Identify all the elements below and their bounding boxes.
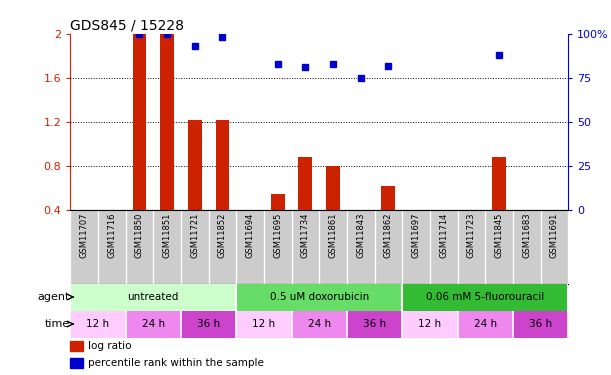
Bar: [381, 186, 395, 210]
Text: GSM11734: GSM11734: [301, 213, 310, 258]
Bar: [513, 310, 568, 338]
Text: GSM11851: GSM11851: [163, 213, 172, 258]
Text: time: time: [45, 319, 70, 329]
Bar: [326, 166, 340, 210]
Text: 24 h: 24 h: [142, 319, 165, 329]
Text: GSM11723: GSM11723: [467, 213, 476, 258]
Bar: [347, 310, 402, 338]
Bar: [70, 341, 82, 351]
Text: GSM11862: GSM11862: [384, 213, 393, 258]
Bar: [236, 284, 402, 310]
Bar: [70, 310, 126, 338]
Bar: [160, 34, 174, 210]
Text: GDS845 / 15228: GDS845 / 15228: [70, 19, 185, 33]
Bar: [181, 310, 236, 338]
Text: GSM11697: GSM11697: [412, 213, 420, 258]
Text: 24 h: 24 h: [308, 319, 331, 329]
Bar: [299, 158, 312, 210]
Bar: [291, 310, 347, 338]
Text: GSM11721: GSM11721: [190, 213, 199, 258]
Text: GSM11714: GSM11714: [439, 213, 448, 258]
Text: 24 h: 24 h: [474, 319, 497, 329]
Text: GSM11716: GSM11716: [108, 213, 116, 258]
Text: GSM11691: GSM11691: [550, 213, 559, 258]
Text: GSM11850: GSM11850: [135, 213, 144, 258]
Text: GSM11695: GSM11695: [273, 213, 282, 258]
Bar: [70, 358, 82, 368]
Text: 12 h: 12 h: [86, 319, 109, 329]
Bar: [70, 284, 236, 310]
Bar: [236, 310, 291, 338]
Bar: [402, 284, 568, 310]
Bar: [492, 158, 506, 210]
Bar: [126, 310, 181, 338]
Text: 36 h: 36 h: [197, 319, 220, 329]
Bar: [271, 194, 285, 210]
Text: GSM11861: GSM11861: [329, 213, 338, 258]
Text: GSM11683: GSM11683: [522, 213, 531, 258]
Text: GSM11707: GSM11707: [79, 213, 89, 258]
Text: GSM11852: GSM11852: [218, 213, 227, 258]
Text: 36 h: 36 h: [529, 319, 552, 329]
Text: untreated: untreated: [128, 292, 179, 302]
Text: 12 h: 12 h: [419, 319, 442, 329]
Text: percentile rank within the sample: percentile rank within the sample: [88, 358, 263, 368]
Text: log ratio: log ratio: [88, 341, 131, 351]
Bar: [188, 120, 202, 210]
Bar: [402, 310, 458, 338]
Text: 36 h: 36 h: [363, 319, 386, 329]
Text: GSM11694: GSM11694: [246, 213, 255, 258]
Text: GSM11845: GSM11845: [494, 213, 503, 258]
Text: 12 h: 12 h: [252, 319, 276, 329]
Bar: [133, 34, 147, 210]
Text: 0.5 uM doxorubicin: 0.5 uM doxorubicin: [269, 292, 369, 302]
Bar: [458, 310, 513, 338]
Text: 0.06 mM 5-fluorouracil: 0.06 mM 5-fluorouracil: [426, 292, 544, 302]
Bar: [216, 120, 229, 210]
Text: agent: agent: [37, 292, 70, 302]
Text: GSM11843: GSM11843: [356, 213, 365, 258]
